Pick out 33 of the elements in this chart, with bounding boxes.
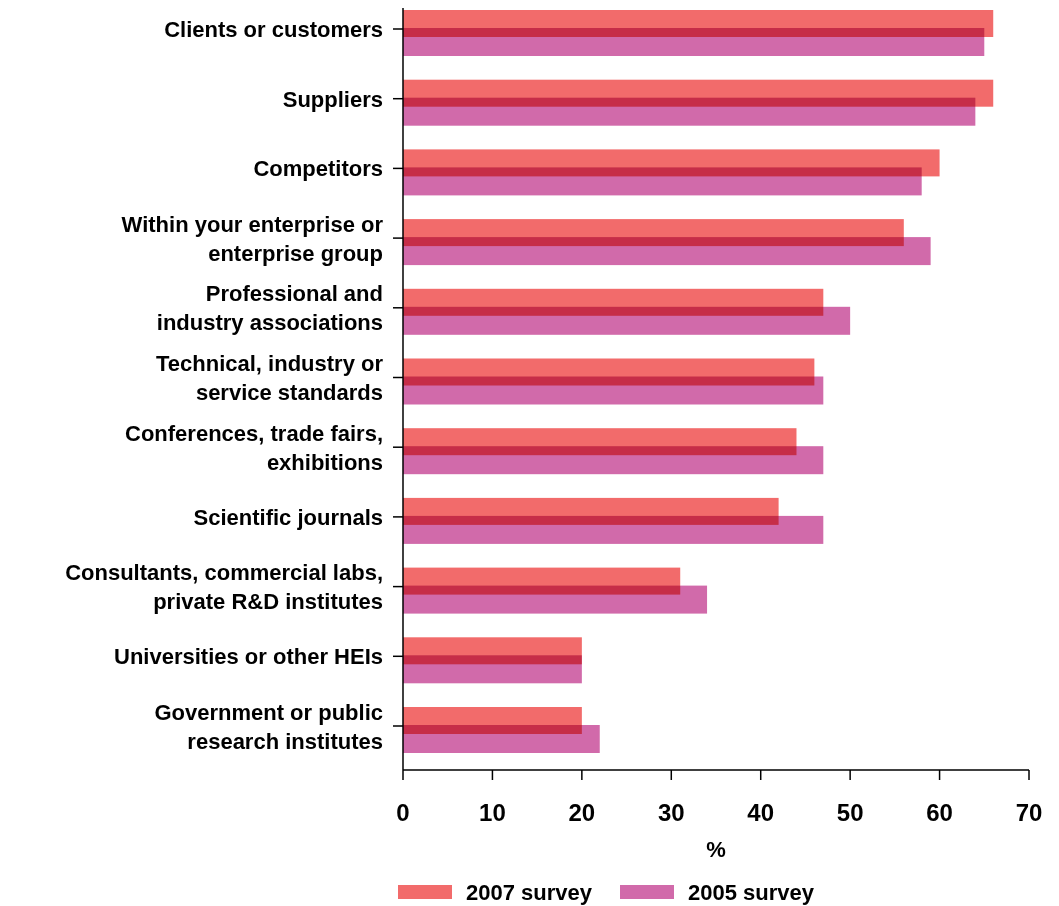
x-axis-title: % xyxy=(706,837,726,862)
x-tick-label: 50 xyxy=(836,799,864,826)
bar xyxy=(403,28,985,56)
bar xyxy=(403,515,824,544)
bar xyxy=(403,237,931,266)
x-tick-label: 0 xyxy=(396,799,410,826)
y-tick-label: Technical, industry or service standards xyxy=(156,351,384,405)
x-tick-label: 70 xyxy=(1015,799,1043,826)
y-tick-label: Government or public research institutes xyxy=(154,699,383,754)
x-tick-label: 40 xyxy=(747,799,775,826)
y-tick-label: Consultants, commercial labs, private R&D institutes xyxy=(65,560,383,615)
x-tick-label: 20 xyxy=(568,799,596,826)
legend-label: 2007 survey xyxy=(466,880,593,905)
y-tick-label: Universities or other HEIs xyxy=(114,644,383,670)
y-tick-label: Suppliers xyxy=(282,86,383,112)
bar xyxy=(403,167,922,196)
y-tick-label: Conferences, trade fairs, exhibitions xyxy=(125,420,383,475)
bar xyxy=(403,585,708,614)
y-tick-label: Professional and industry associations xyxy=(156,281,383,336)
bar xyxy=(403,725,600,753)
x-tick-label: 60 xyxy=(926,799,953,826)
bar xyxy=(403,97,976,126)
y-tick-label: Scientific journals xyxy=(193,504,383,530)
bar xyxy=(403,446,824,475)
y-tick-label: Clients or customers xyxy=(164,17,383,42)
y-tick-label: Within your enterprise or enterprise group xyxy=(121,211,384,266)
bar xyxy=(403,376,824,405)
x-tick-label: 10 xyxy=(479,799,506,826)
bar xyxy=(403,655,582,684)
legend-label: 2005 survey xyxy=(688,880,815,905)
x-tick-label: 30 xyxy=(657,799,685,826)
y-tick-label: Competitors xyxy=(253,156,383,182)
bar xyxy=(403,306,851,335)
